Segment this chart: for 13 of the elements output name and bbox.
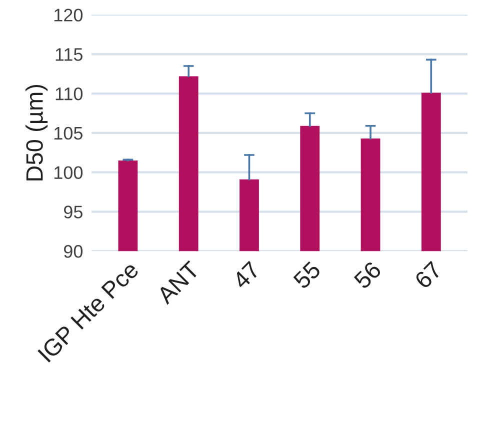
y-tick-label: 110 [56,87,83,100]
x-tick-label: IGP Hte Pce [37,260,140,363]
y-tick-label: 115 [56,48,82,61]
y-tick-label: 120 [54,8,83,22]
x-tick-label: 55 [292,260,322,290]
y-tick-label: 90 [64,245,83,258]
y-axis-title: D50 (µm) [26,84,48,180]
y-tick-label: 95 [64,206,82,218]
y-tick-label: 100 [54,166,83,180]
y-tick-label: 105 [54,126,82,140]
x-tick-label: 56 [353,260,382,290]
x-tick-label: 47 [232,260,261,290]
x-tick-label: 67 [414,260,443,290]
